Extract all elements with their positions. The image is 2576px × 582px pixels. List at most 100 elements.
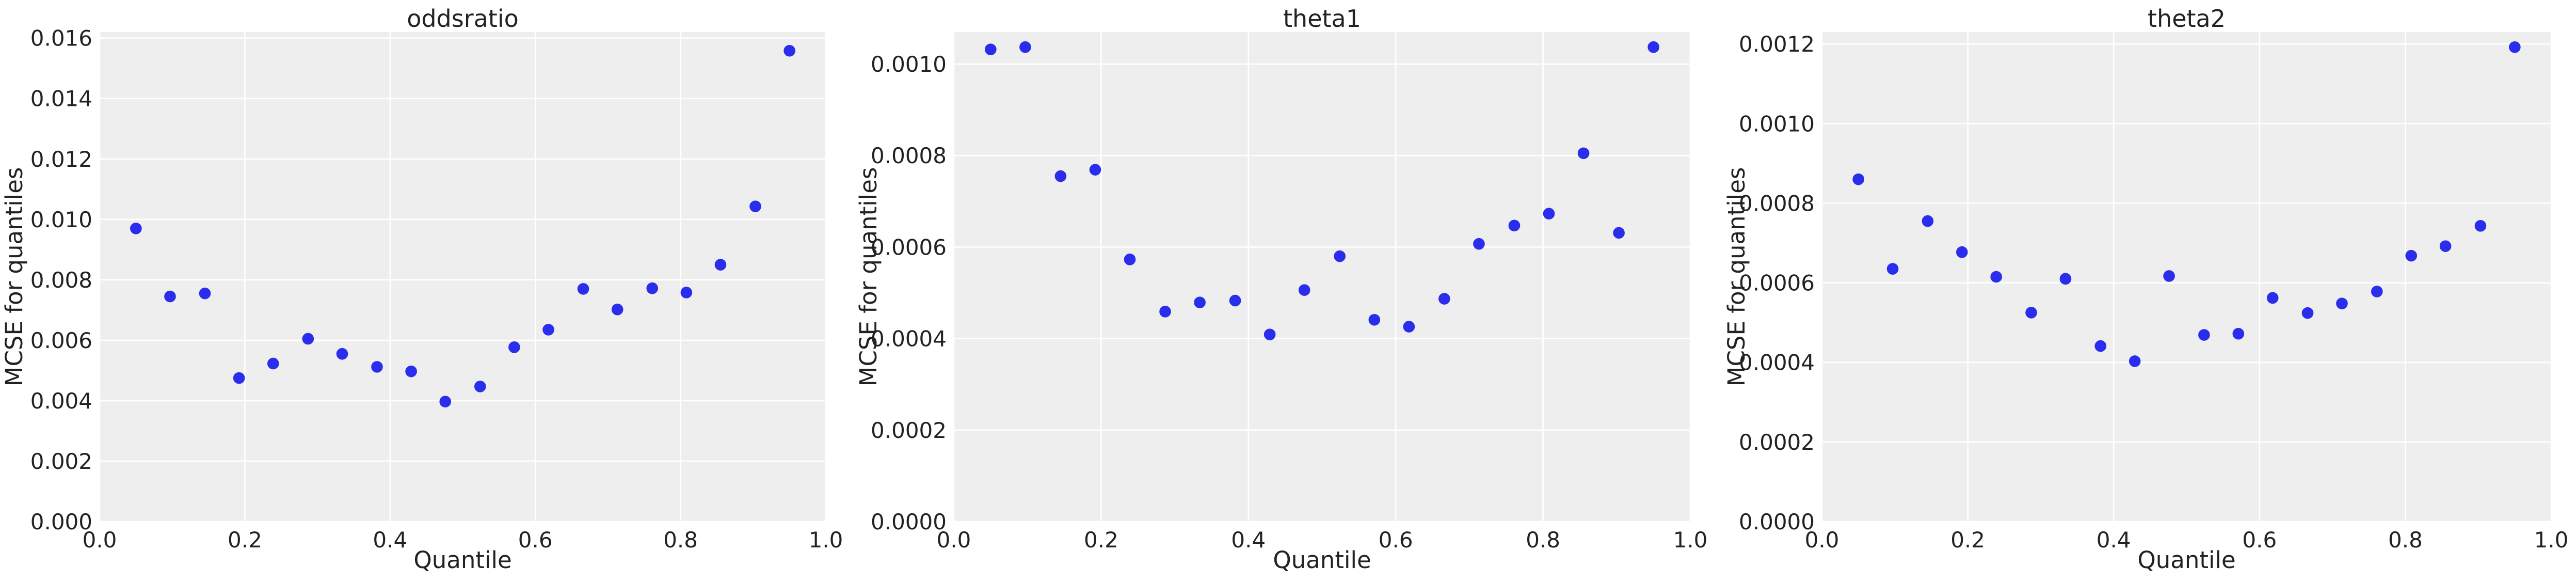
y-tick-label: 0.0012 xyxy=(1739,32,1815,57)
data-point xyxy=(1613,227,1625,239)
x-axis-label: Quantile xyxy=(2137,546,2235,574)
data-point xyxy=(2129,355,2141,367)
data-point xyxy=(1438,293,1450,305)
data-point xyxy=(985,43,997,55)
chart-title: oddsratio xyxy=(407,5,519,33)
data-point xyxy=(1089,164,1101,176)
data-point xyxy=(577,283,589,295)
data-point xyxy=(1473,238,1485,250)
panel-theta1: 0.0 0.2 0.4 0.6 0.8 1.0 0.0000 0.0002 0.0004 0.00… xyxy=(855,5,1707,574)
x-tick-label: 0.8 xyxy=(663,527,698,553)
data-point xyxy=(783,44,795,57)
data-point xyxy=(1263,328,1276,340)
y-tick-label: 0.0004 xyxy=(871,326,947,352)
data-point xyxy=(1334,250,1346,262)
x-tick-label: 0.4 xyxy=(1231,527,1266,553)
data-point xyxy=(2509,41,2521,53)
y-tick-label: 0.0000 xyxy=(1739,509,1815,534)
data-point xyxy=(2094,340,2107,352)
data-point xyxy=(542,324,554,336)
y-tick-label: 0.002 xyxy=(30,449,92,474)
y-axis-label: MCSE for quantiles xyxy=(1723,167,1750,387)
data-point xyxy=(714,259,727,271)
x-axis-label: Quantile xyxy=(413,546,511,574)
x-tick-label: 1.0 xyxy=(1673,527,1708,553)
x-tick-label: 0.2 xyxy=(228,527,262,553)
data-point xyxy=(1577,147,1590,160)
data-point xyxy=(1990,271,2003,283)
data-point xyxy=(302,333,314,345)
data-point xyxy=(130,223,142,234)
x-tick-label: 0.0 xyxy=(83,527,117,553)
data-point xyxy=(1019,41,1031,53)
data-point xyxy=(199,287,211,300)
y-tick-label: 0.0008 xyxy=(1739,191,1815,216)
y-axis-label: MCSE for quantiles xyxy=(855,167,882,387)
y-tick-label: 0.0010 xyxy=(871,52,947,77)
y-tick-label: 0.0002 xyxy=(871,418,947,443)
y-tick-label: 0.0006 xyxy=(871,234,947,260)
plot-area xyxy=(100,32,826,522)
x-tick-label: 0.6 xyxy=(1379,527,1413,553)
panel-theta2: 0.0 0.2 0.4 0.6 0.8 1.0 0.0000 0.0002 0.0004 0.00… xyxy=(1723,5,2568,574)
data-point xyxy=(2198,329,2210,341)
data-point xyxy=(2405,249,2418,262)
data-point xyxy=(2163,270,2175,282)
y-tick-label: 0.0010 xyxy=(1739,111,1815,136)
x-tick-label: 0.2 xyxy=(1084,527,1118,553)
y-tick-label: 0.016 xyxy=(30,26,92,51)
data-point xyxy=(439,396,452,407)
data-point xyxy=(1852,173,1864,185)
panel-oddsratio: 0.0 0.2 0.4 0.6 0.8 1.0 0.000 0.002 0.004 0.006 0.… xyxy=(1,5,843,574)
data-point xyxy=(233,372,245,384)
data-point xyxy=(164,290,176,303)
x-tick-label: 0.6 xyxy=(518,527,553,553)
x-tick-label: 0.2 xyxy=(1950,527,1985,553)
data-point xyxy=(508,341,520,353)
data-point xyxy=(2336,297,2348,309)
y-tick-label: 0.006 xyxy=(30,328,92,353)
y-axis-label: MCSE for quantiles xyxy=(1,167,28,387)
data-point xyxy=(1647,41,1659,53)
data-point xyxy=(2025,307,2037,319)
data-point xyxy=(1298,284,1310,296)
x-tick-label: 0.0 xyxy=(1805,527,1839,553)
data-point xyxy=(2301,307,2314,319)
x-tick-label: 0.8 xyxy=(2388,527,2423,553)
y-tick-label: 0.010 xyxy=(30,207,92,232)
y-tick-label: 0.012 xyxy=(30,147,92,172)
data-point xyxy=(2266,292,2279,304)
x-tick-label: 1.0 xyxy=(2534,527,2569,553)
x-tick-label: 0.4 xyxy=(373,527,407,553)
data-point xyxy=(1543,208,1555,220)
data-point xyxy=(2371,286,2383,297)
x-tick-label: 0.8 xyxy=(1526,527,1560,553)
data-point xyxy=(1508,219,1521,232)
y-tick-label: 0.004 xyxy=(30,388,92,414)
y-tick-label: 0.008 xyxy=(30,268,92,293)
y-tick-label: 0.014 xyxy=(30,86,92,112)
data-point xyxy=(2439,240,2452,252)
data-point xyxy=(1886,263,1899,275)
data-point xyxy=(474,381,486,392)
x-tick-label: 0.4 xyxy=(2097,527,2131,553)
plot-area xyxy=(1822,32,2551,522)
data-point xyxy=(371,361,383,373)
data-point xyxy=(2474,220,2487,232)
data-point xyxy=(1194,296,1206,308)
data-point xyxy=(1368,313,1381,326)
y-tick-label: 0.0004 xyxy=(1739,350,1815,375)
x-tick-label: 0.6 xyxy=(2242,527,2277,553)
x-axis-label: Quantile xyxy=(1273,546,1371,574)
data-point xyxy=(1054,170,1067,182)
data-point xyxy=(405,365,417,377)
data-point xyxy=(1922,215,1934,227)
y-tick-label: 0.0006 xyxy=(1739,271,1815,296)
plot-area xyxy=(954,32,1690,522)
x-tick-label: 1.0 xyxy=(809,527,843,553)
y-tick-label: 0.0008 xyxy=(871,143,947,168)
data-point xyxy=(611,303,623,316)
y-tick-label: 0.0000 xyxy=(871,509,947,534)
data-point xyxy=(2232,327,2245,340)
data-point xyxy=(1403,321,1415,333)
